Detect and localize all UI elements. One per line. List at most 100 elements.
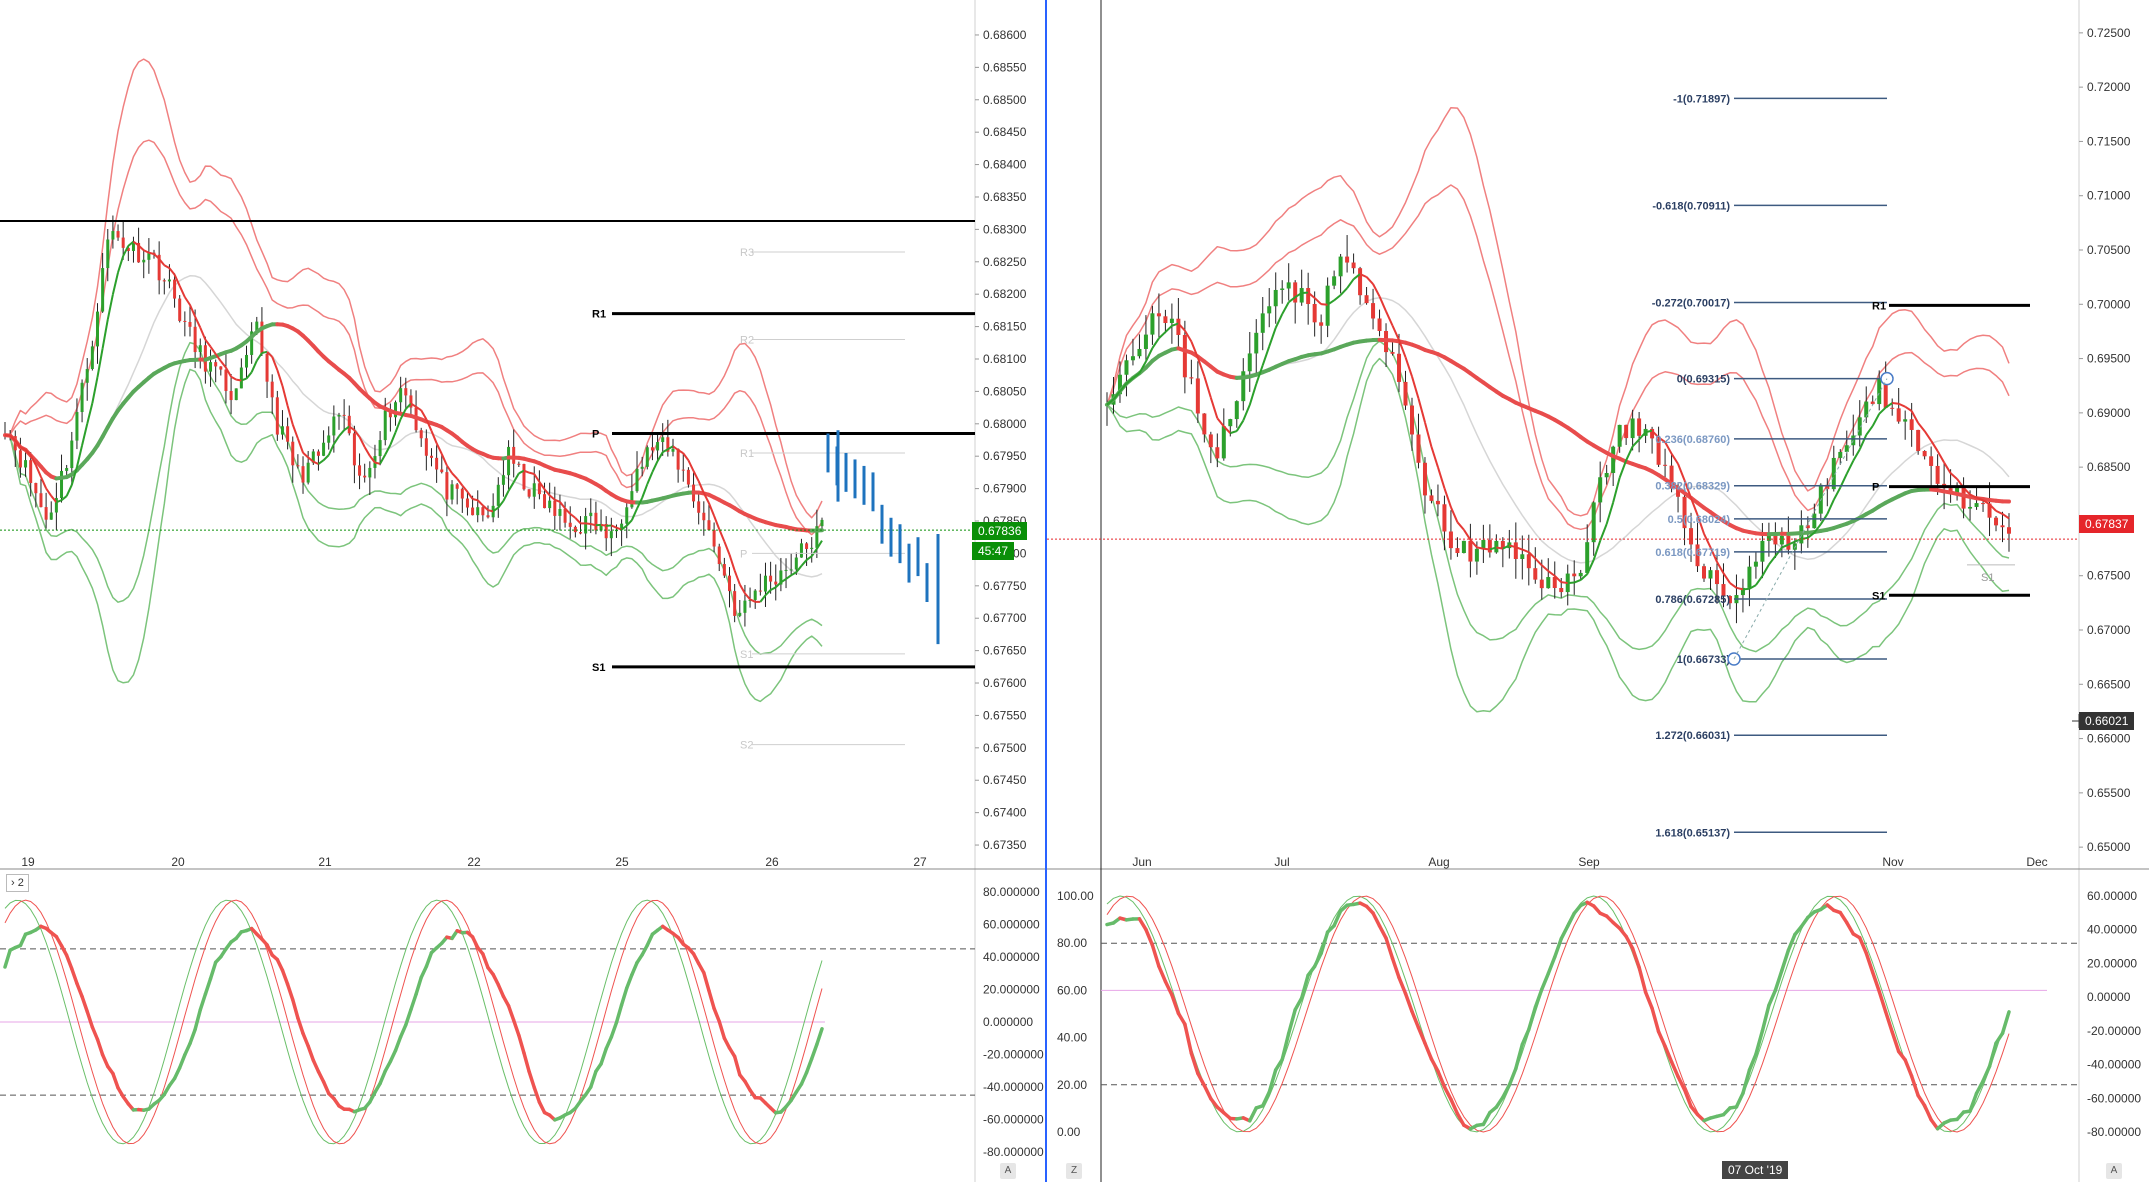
stoch-smoothed-segment: [1455, 1111, 1466, 1127]
candle-body: [2007, 527, 2011, 534]
candle-body: [1254, 332, 1259, 354]
fib-level-label: -0.618(0.70911): [1652, 200, 1730, 212]
short-ma-segment: [1404, 356, 1413, 377]
stoch-smoothed-segment: [1909, 1074, 1920, 1098]
candle-body: [229, 390, 233, 401]
stoch-smoothed-segment: [1248, 1106, 1259, 1123]
stoch-smoothed-segment: [316, 1069, 326, 1084]
candle-body: [255, 321, 259, 332]
short-ma-segment: [1949, 472, 1958, 480]
candle-body: [270, 381, 274, 398]
short-ma-segment: [338, 429, 345, 437]
candle-body: [111, 231, 115, 240]
short-ma-segment: [34, 464, 42, 478]
candle-body: [748, 599, 752, 601]
short-ma-segment: [1969, 493, 1977, 499]
stoch-smoothed-segment: [1896, 1049, 1907, 1062]
short-ma-segment: [728, 554, 736, 571]
stoch-smoothed-segment: [1442, 1085, 1453, 1102]
candle-body: [584, 516, 588, 534]
stoch-smoothed-segment: [280, 968, 290, 987]
price-label: 0.67350: [983, 838, 1027, 852]
short-ma-segment: [1255, 364, 1264, 385]
candle-body: [743, 600, 747, 613]
candle-body: [157, 254, 161, 281]
candle-body: [794, 557, 798, 570]
short-ma-segment: [636, 497, 644, 510]
candle-body: [666, 437, 670, 452]
short-ma-segment: [1982, 499, 1991, 506]
stoch-smoothed-segment: [59, 943, 69, 958]
osc-right-label: -20.00000: [2087, 1024, 2141, 1038]
short-ma-segment: [1268, 327, 1277, 347]
left-price-chart[interactable]: 0.68600 0.68550 0.68500 0.68450 0.68400 0.683…: [0, 0, 1045, 870]
short-ma-segment: [1547, 570, 1556, 577]
candle-body: [630, 491, 634, 508]
stoch-smoothed-segment: [702, 970, 711, 993]
left-auto-scale-button[interactable]: A: [1000, 1163, 1016, 1179]
stoch-smoothed-segment: [90, 1025, 100, 1042]
price-label: 0.72000: [2087, 80, 2131, 94]
short-ma-segment: [651, 460, 659, 473]
price-label: 0.65500: [2087, 786, 2131, 800]
short-ma-segment: [1391, 325, 1400, 341]
short-ma-segment: [1943, 462, 1952, 474]
short-ma-segment: [744, 592, 751, 600]
price-label: 0.67450: [983, 773, 1027, 787]
short-ma-segment: [1638, 431, 1647, 441]
short-ma-segment: [1670, 453, 1679, 465]
candle-body: [75, 412, 79, 441]
short-ma-segment: [2001, 513, 2010, 520]
candle-body: [219, 366, 223, 370]
short-ma-segment: [641, 483, 649, 499]
candle-body: [358, 465, 362, 476]
short-ma-segment: [1664, 441, 1673, 455]
short-ma-segment: [194, 316, 202, 329]
short-ma-segment: [1599, 523, 1608, 542]
stoch-smoothed-segment: [522, 1051, 531, 1074]
candle-body: [805, 543, 809, 549]
stoch-smoothed-segment: [491, 972, 501, 987]
stoch-smoothed-segment: [275, 957, 285, 973]
right-auto-scale-button[interactable]: A: [2106, 1163, 2122, 1179]
stoch-smoothed-segment: [1299, 973, 1310, 1000]
stoch-smoothed-segment: [1656, 1029, 1667, 1048]
stoch-smoothed-segment: [511, 1018, 521, 1038]
candle-body: [496, 484, 500, 506]
short-ma-segment: [199, 327, 207, 341]
candle-body: [1286, 282, 1291, 289]
right-zoom-button[interactable]: Z: [1066, 1163, 1082, 1179]
short-ma-segment: [1885, 402, 1893, 409]
candle-body: [589, 512, 593, 517]
stoch-smoothed-segment: [1669, 1060, 1680, 1079]
oscillator-collapse-button[interactable]: › 2: [6, 874, 29, 892]
candle-body: [1981, 503, 1986, 505]
candle-body: [1202, 413, 1207, 435]
pane-divider[interactable]: [1045, 0, 1047, 1182]
short-ma-segment: [569, 513, 576, 519]
candle-body: [728, 575, 732, 592]
right-oscillator-pane[interactable]: 100.00 80.00 60.00 40.00 20.00 0.00 60.00000 40…: [1047, 870, 2149, 1182]
stoch-smoothed-segment: [1838, 910, 1849, 925]
short-ma-segment: [1580, 573, 1588, 581]
right-price-chart[interactable]: 0.72500 0.72000 0.71500 0.71000 0.70500 0.700…: [1047, 0, 2149, 870]
candle-body: [224, 369, 228, 391]
short-ma-segment: [1871, 413, 1881, 427]
stoch-smoothed-segment: [177, 1053, 187, 1070]
price-label: 0.67400: [983, 806, 1027, 820]
stoch-smoothed-segment: [1845, 920, 1856, 936]
left-oscillator-pane[interactable]: 80.000000 60.000000 40.000000 20.000000 0.00…: [0, 870, 1045, 1182]
candle-body: [471, 507, 475, 516]
short-ma-segment: [435, 442, 443, 455]
stoch-smoothed-segment: [1306, 964, 1317, 977]
osc-left-label: 20.00: [1057, 1078, 1087, 1092]
candle-body: [810, 547, 814, 549]
candle-body: [1682, 496, 1687, 529]
candle-body: [1896, 408, 1901, 422]
candle-body: [481, 507, 485, 516]
short-ma-segment: [1145, 347, 1154, 362]
short-ma-segment: [236, 378, 242, 382]
short-ma-segment: [1502, 544, 1510, 550]
candle-body: [758, 590, 762, 592]
candle-body: [316, 451, 320, 456]
